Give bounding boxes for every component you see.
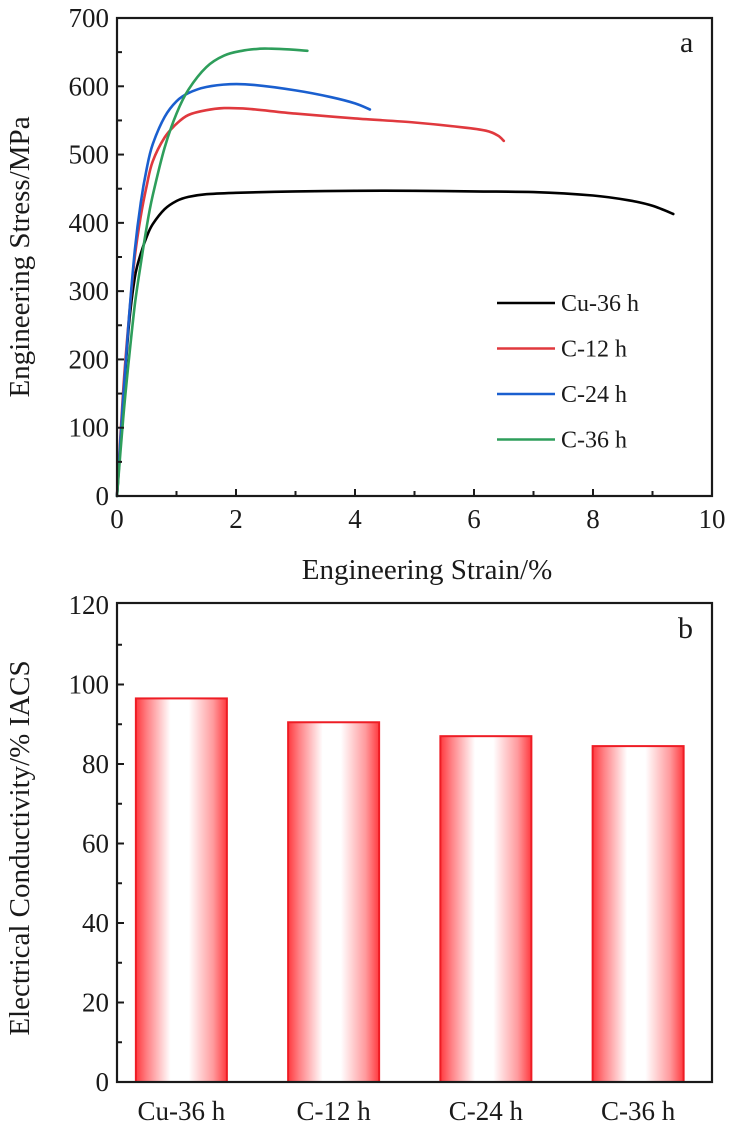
- conductivity-bar-chart: Cu-36 h C-12 h C-24 h C-36 h 0 20 40 60 80 100 12…: [4, 590, 714, 1126]
- y-tick-labels: 0 20 40 60 80 100 120: [69, 590, 110, 1097]
- x-tick-labels: 0 2 4 6 8 10: [110, 504, 725, 534]
- y-tick-label: 120: [69, 590, 110, 620]
- legend-item: Cu-36 h: [497, 291, 639, 317]
- y-tick-label: 400: [69, 208, 110, 238]
- y-tick-label: 0: [96, 1067, 110, 1097]
- y-tick-labels: 0 100 200 300 400 500 600 700: [69, 3, 110, 511]
- x-tick-label: Cu-36 h: [138, 1096, 226, 1126]
- plot-frame: [115, 601, 714, 1084]
- x-tick-label: 6: [467, 504, 481, 534]
- y-tick-label: 200: [69, 344, 110, 374]
- y-tick-label: 600: [69, 71, 110, 101]
- x-tick-label: 0: [110, 504, 124, 534]
- bar-c-36-h: [591, 745, 685, 1083]
- y-axis-title: Electrical Conductivity/% IACS: [4, 660, 36, 1035]
- y-tick-label: 300: [69, 276, 110, 306]
- y-tick-label: 500: [69, 140, 110, 170]
- series-line-c-24-h: [115, 82, 372, 498]
- legend-label: C-36 h: [561, 428, 627, 454]
- curves-group: [115, 47, 675, 498]
- x-tick-label: 4: [348, 504, 362, 534]
- y-tick-label: 20: [82, 988, 109, 1018]
- y-tick-label: 80: [82, 749, 109, 779]
- bars-group: [134, 697, 685, 1083]
- y-tick-label: 100: [69, 670, 110, 700]
- plot-frame: [115, 16, 714, 498]
- series-line-c-36-h: [115, 47, 309, 498]
- y-axis-title: Engineering Stress/MPa: [4, 116, 36, 397]
- y-tick-label: 700: [69, 3, 110, 33]
- axis-ticks: [117, 51, 654, 496]
- x-tick-label: 8: [586, 504, 600, 534]
- legend: Cu-36 h C-12 h C-24 h C-36 h: [497, 291, 639, 454]
- x-tick-label: C-12 h: [297, 1096, 372, 1126]
- legend-label: C-12 h: [561, 337, 627, 363]
- legend-item: C-24 h: [497, 382, 627, 408]
- legend-item: C-12 h: [497, 337, 627, 363]
- panel-label-a: a: [680, 26, 693, 59]
- y-tick-label: 40: [82, 908, 109, 938]
- panel-label-b: b: [678, 612, 693, 645]
- x-tick-label: 10: [699, 504, 726, 534]
- x-tick-label: C-36 h: [601, 1096, 676, 1126]
- y-tick-label: 60: [82, 829, 109, 859]
- y-tick-label: 0: [96, 481, 110, 511]
- bar-c-12-h: [287, 721, 381, 1083]
- bar-c-24-h: [439, 735, 533, 1083]
- series-line-cu-36-h: [115, 189, 675, 498]
- bar-cu-36-h: [134, 697, 228, 1083]
- x-tick-label: C-24 h: [449, 1096, 524, 1126]
- legend-item: C-36 h: [497, 428, 627, 454]
- series-line-c-12-h: [115, 106, 506, 498]
- legend-label: C-24 h: [561, 382, 627, 408]
- x-tick-label: 2: [229, 504, 243, 534]
- legend-label: Cu-36 h: [561, 291, 639, 317]
- y-tick-label: 100: [69, 413, 110, 443]
- x-tick-labels: Cu-36 h C-12 h C-24 h C-36 h: [138, 1096, 676, 1126]
- stress-strain-chart: 0 2 4 6 8 10 0 100 200 300 400 500 600 700 a Enginee…: [4, 3, 726, 586]
- x-axis-title: Engineering Strain/%: [302, 554, 552, 586]
